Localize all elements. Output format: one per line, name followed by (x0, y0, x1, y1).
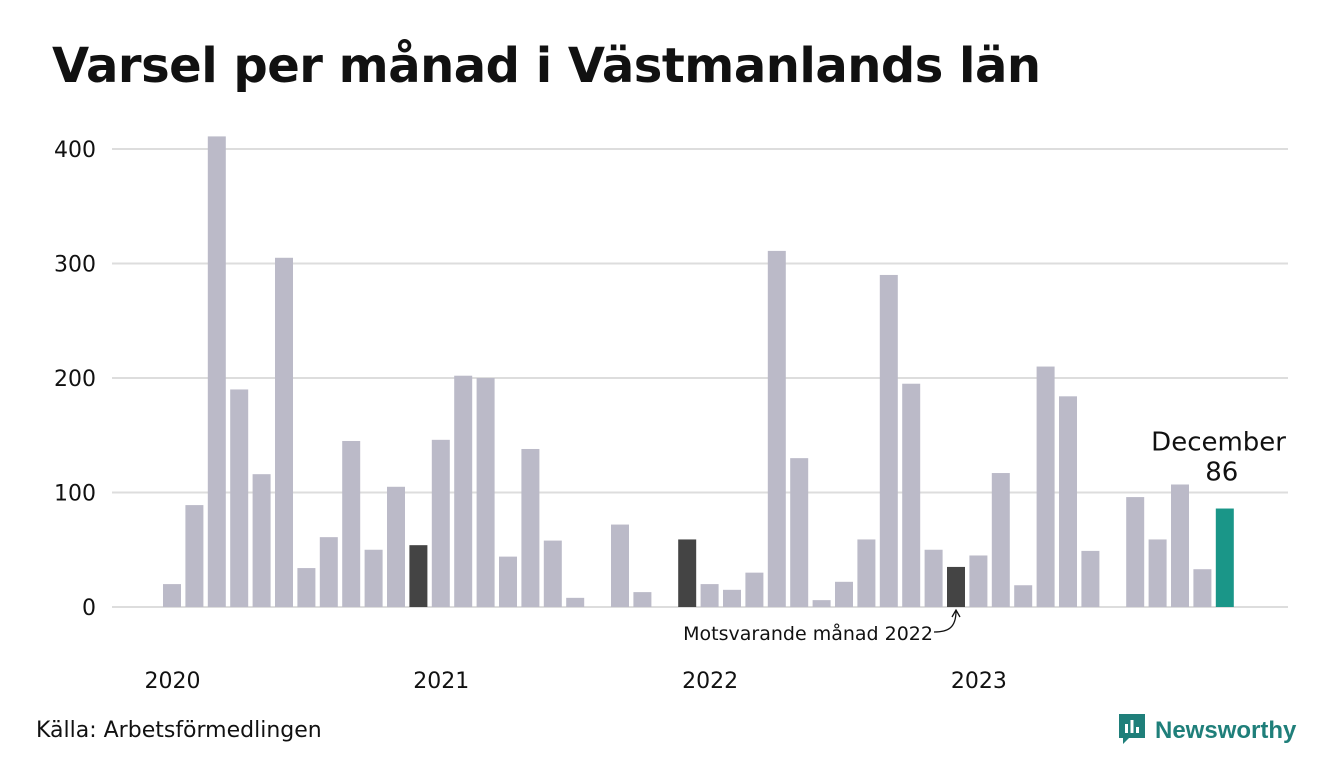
bar-2021-03 (476, 378, 495, 607)
y-axis: 0 100 200 300 400 (54, 138, 96, 621)
brand-name: Newsworthy (1155, 717, 1297, 744)
callout-month: December (1151, 428, 1286, 458)
bar-2022-04 (767, 250, 786, 607)
bar-2023-04 (1036, 366, 1055, 607)
chart-bubble-icon (1117, 712, 1147, 750)
bar-2021-07 (566, 597, 585, 607)
bar-2020-03 (207, 136, 226, 607)
bar-2021-02 (454, 375, 473, 607)
chart-title: Varsel per månad i Västmanlands län (52, 38, 1041, 94)
annotation-arrow (933, 610, 957, 633)
bar-2023-08 (1126, 497, 1145, 607)
bar-2022-11 (924, 549, 943, 607)
bar-2020-11 (387, 486, 405, 607)
bar-2020-06 (275, 257, 293, 607)
bar-2023-01 (969, 555, 988, 607)
bar-2021-10 (633, 592, 652, 607)
bar-2022-08 (857, 539, 876, 607)
y-tick-label: 200 (54, 367, 96, 392)
bar-2020-02 (185, 505, 204, 607)
bar-2023-02 (991, 473, 1010, 607)
bar-2021-12 (678, 539, 697, 607)
y-tick-label: 300 (54, 253, 96, 278)
bar-2023-03 (1014, 585, 1033, 607)
x-year-label: 2020 (145, 669, 201, 694)
bar-2021-04 (499, 556, 517, 607)
bar-2020-07 (297, 568, 316, 607)
bar-2021-05 (521, 448, 540, 607)
brand-logo: Newsworthy (1117, 712, 1296, 750)
bar-2023-12 (1215, 508, 1234, 607)
bar-2023-10 (1171, 484, 1189, 607)
annotation-arrowhead (951, 608, 961, 618)
bar-2023-09 (1148, 539, 1167, 607)
bar-2022-07 (835, 581, 853, 607)
bar-2020-10 (364, 549, 383, 607)
bar-2022-05 (790, 458, 809, 607)
bar-2020-08 (319, 537, 338, 607)
bar-2022-03 (745, 572, 764, 607)
x-axis: 2020 2021 2022 2023 (145, 669, 1007, 694)
x-year-label: 2023 (951, 669, 1007, 694)
bar-2022-12 (947, 566, 965, 607)
bar-2022-06 (812, 600, 831, 607)
bar-2023-05 (1059, 396, 1077, 607)
y-tick-label: 0 (82, 596, 96, 621)
bar-2021-06 (543, 540, 562, 607)
bar-2020-12 (409, 545, 428, 607)
bar-2022-10 (902, 383, 921, 607)
bar-2022-09 (879, 274, 898, 607)
y-tick-label: 400 (54, 138, 96, 163)
bar-2020-09 (342, 440, 361, 607)
annotation-label: Motsvarande månad 2022 (683, 622, 933, 645)
bar-2020-01 (163, 584, 181, 607)
x-year-label: 2022 (682, 669, 738, 694)
bars (163, 136, 1234, 607)
bar-2020-04 (230, 389, 249, 607)
bar-2021-09 (611, 524, 629, 607)
bar-2020-05 (252, 474, 271, 607)
bar-2023-11 (1193, 569, 1212, 607)
x-year-label: 2021 (413, 669, 469, 694)
source-note: Källa: Arbetsförmedlingen (36, 718, 322, 743)
y-tick-label: 100 (54, 482, 96, 507)
bar-2022-01 (700, 584, 719, 607)
bar-2021-01 (431, 439, 450, 607)
callout-value: 86 (1205, 458, 1238, 488)
bar-2022-02 (723, 589, 741, 607)
bar-2023-06 (1081, 550, 1100, 607)
